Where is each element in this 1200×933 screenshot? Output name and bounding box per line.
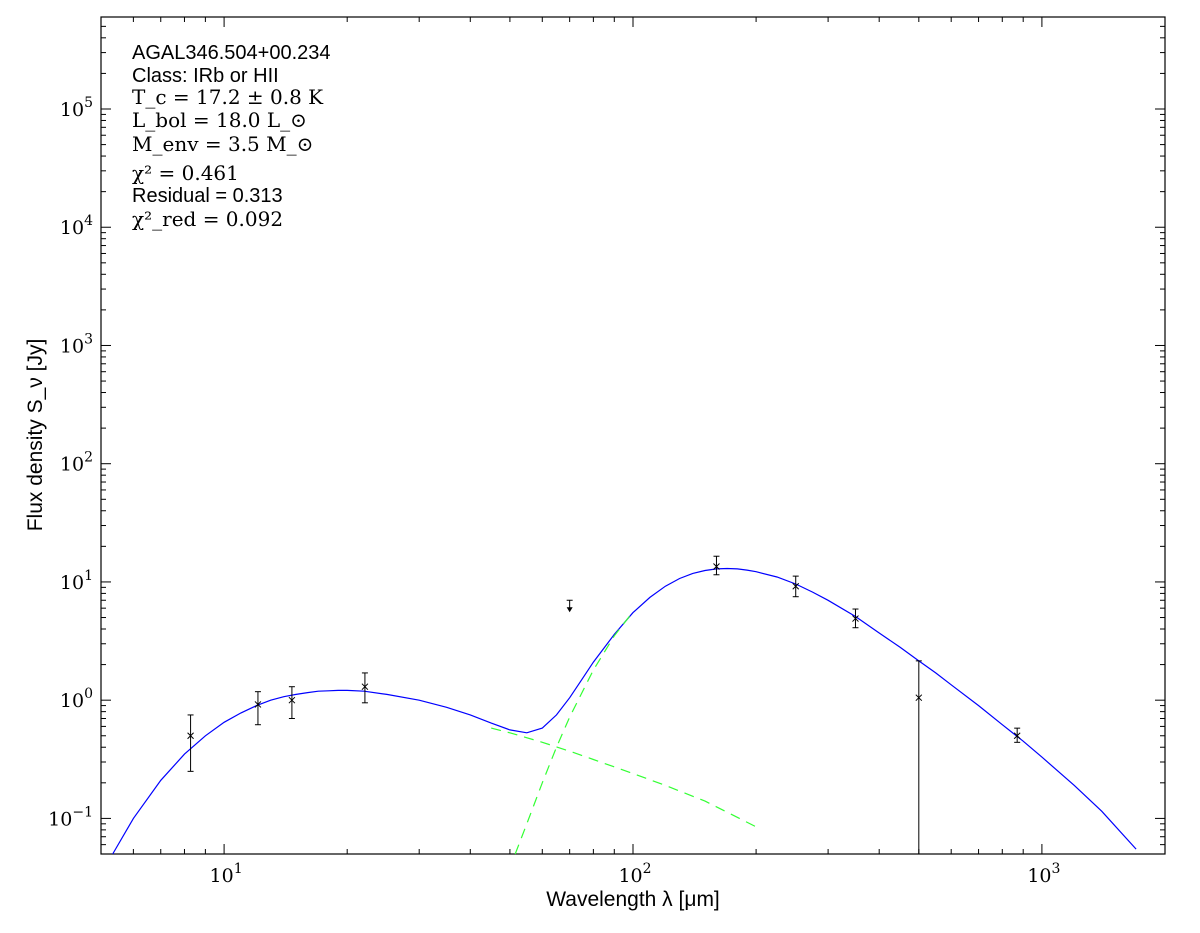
axis-ticks [100, 16, 1166, 855]
annotation-residual: Residual = 0.313 [132, 185, 283, 207]
x-tick-label: 103 [1027, 861, 1060, 887]
data-point [361, 672, 369, 704]
data-point [288, 686, 296, 719]
plot-frame [100, 16, 1166, 855]
data-point [1013, 727, 1021, 743]
y-tick-label: 102 [60, 450, 93, 476]
y-tick-label: 100 [60, 686, 93, 712]
component-curve [491, 727, 757, 828]
marker-x [288, 696, 296, 704]
annotation-source: AGAL346.504+00.234 [132, 42, 331, 64]
annotation-chi2: χ² = 0.461 [132, 161, 239, 185]
y-tick-labels: 10−1 100 101 102 103 104 105 [48, 95, 93, 830]
data-point [713, 555, 720, 576]
annotation-tc: T_c = 17.2 ± 0.8 K [132, 85, 324, 109]
component-curve [514, 611, 634, 855]
marker-x [852, 615, 859, 622]
annotation-menv: M_env = 3.5 M_⊙ [132, 132, 313, 156]
marker-x [254, 701, 262, 708]
annotation-lbol: L_bol = 18.0 L_⊙ [132, 108, 307, 132]
marker-x [361, 683, 369, 691]
data-point [254, 691, 262, 726]
annotation-chi2red: χ²_red = 0.092 [132, 207, 283, 231]
data-point [792, 575, 800, 598]
marker-x [792, 582, 800, 590]
marker-x [187, 732, 194, 740]
annotation-block: AGAL346.504+00.234 Class: IRb or HII T_c… [132, 42, 331, 231]
annotation-class: Class: IRb or HII [132, 65, 279, 87]
marker-x [915, 694, 923, 702]
model-curve [112, 567, 1137, 855]
marker-x [713, 563, 720, 570]
data-point [852, 608, 859, 629]
x-tick-label: 102 [618, 861, 651, 887]
data-points [187, 555, 1021, 854]
x-axis-label: Wavelength λ [μm] [546, 888, 720, 911]
model-curves [112, 567, 1137, 855]
y-tick-label: 10−1 [48, 804, 93, 830]
y-tick-label: 103 [60, 331, 93, 357]
upper-limit-arrow [566, 607, 573, 613]
y-tick-label: 104 [60, 213, 93, 239]
y-axis-label: Flux density S_ν [Jy] [24, 339, 47, 532]
x-tick-label: 101 [210, 861, 243, 887]
x-tick-labels: 101 102 103 [210, 861, 1061, 887]
marker-x [1013, 732, 1021, 740]
data-point [187, 714, 194, 772]
data-point [915, 660, 923, 854]
upper-limit [566, 599, 573, 613]
y-tick-label: 101 [60, 568, 93, 594]
y-tick-label: 105 [60, 95, 93, 121]
